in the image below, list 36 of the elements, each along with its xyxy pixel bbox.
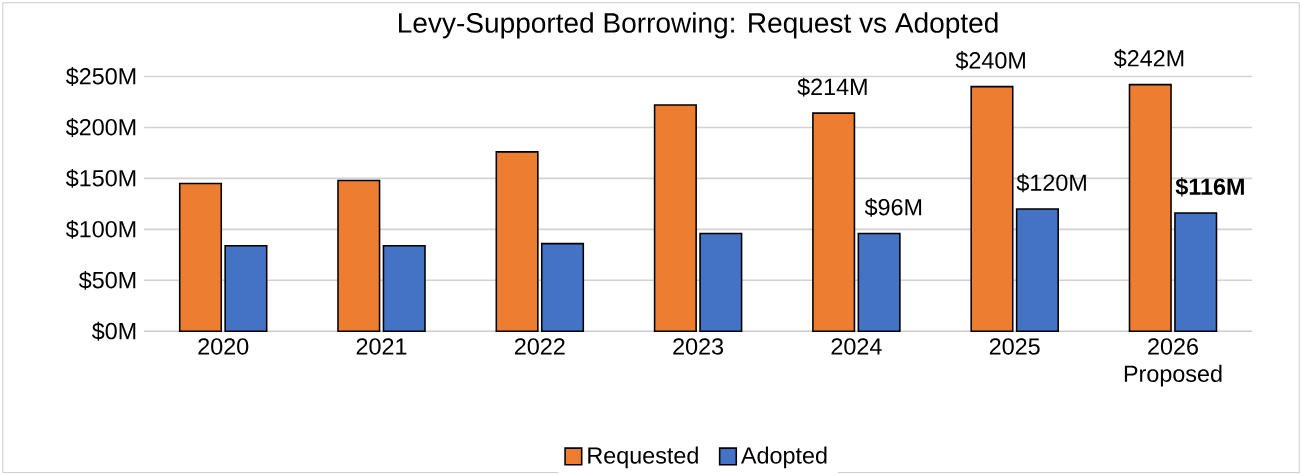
x-tick-label: 2024 bbox=[831, 338, 882, 355]
y-tick-label: $150M bbox=[65, 168, 136, 188]
chart-title: Levy-Supported Borrowing: Request vs Adopted bbox=[399, 12, 998, 39]
y-tick-label: $0M bbox=[91, 321, 136, 341]
y-tick-label: $50M bbox=[78, 270, 136, 290]
data-label: $116M bbox=[1175, 177, 1244, 197]
bar bbox=[495, 150, 539, 332]
bar bbox=[337, 179, 381, 332]
data-label: $96M bbox=[864, 197, 922, 217]
x-tick-label: 2020 bbox=[198, 338, 249, 355]
bar bbox=[970, 85, 1014, 332]
bar bbox=[1174, 212, 1218, 332]
bar bbox=[812, 112, 856, 332]
legend-label: Requested bbox=[588, 446, 698, 469]
bar bbox=[857, 232, 901, 332]
bar bbox=[382, 244, 426, 332]
data-label: $120M bbox=[1016, 173, 1086, 193]
bar bbox=[699, 232, 743, 332]
data-label: $214M bbox=[797, 77, 867, 97]
bar bbox=[1128, 83, 1172, 332]
x-tick-label: 2025 bbox=[989, 338, 1040, 355]
data-label: $242M bbox=[1113, 48, 1184, 68]
x-tick-label: 2026 Proposed bbox=[1124, 338, 1222, 387]
bar bbox=[653, 104, 697, 332]
bar bbox=[540, 242, 585, 332]
legend-label: Adopted bbox=[740, 446, 827, 469]
x-tick-label: 2022 bbox=[514, 338, 565, 355]
bar bbox=[1015, 208, 1059, 332]
x-tick-label: 2021 bbox=[356, 338, 407, 355]
y-tick-label: $100M bbox=[65, 219, 136, 239]
bar bbox=[178, 182, 223, 332]
y-tick-label: $250M bbox=[65, 66, 136, 86]
x-tick-label: 2023 bbox=[673, 338, 724, 355]
y-tick-label: $200M bbox=[65, 117, 136, 137]
data-label: $240M bbox=[955, 50, 1025, 70]
bar bbox=[224, 244, 268, 332]
